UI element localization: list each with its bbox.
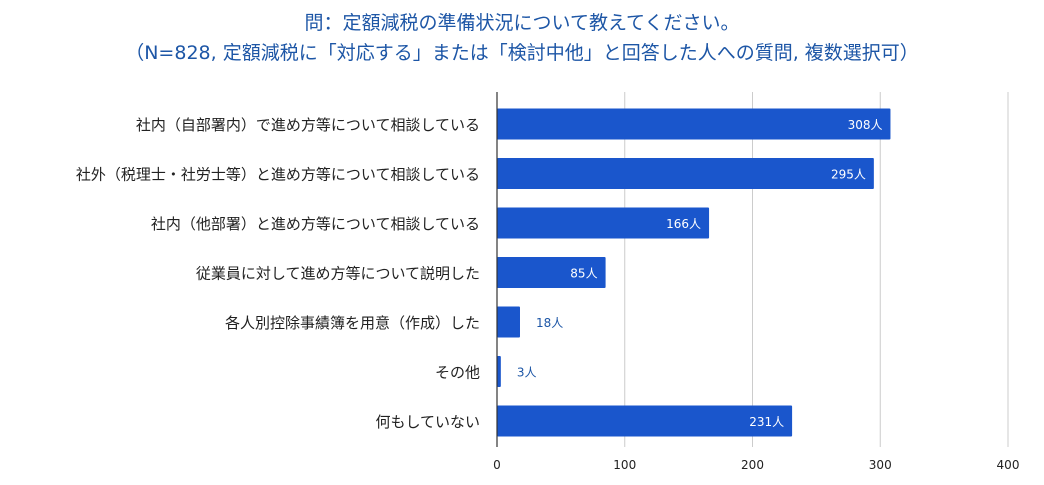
category-label: 社外（税理士・社労士等）と進め方等について相談している (76, 166, 480, 184)
x-tick-label: 400 (997, 458, 1020, 472)
bar (497, 257, 606, 288)
chart-title: 問：定額減税の準備状況について教えてください。 (304, 12, 740, 34)
bar (497, 158, 874, 189)
data-label: 231人 (749, 415, 784, 429)
bar (497, 207, 710, 239)
data-label: 166人 (666, 217, 701, 231)
data-label: 3人 (517, 366, 537, 380)
category-label: その他 (435, 364, 480, 382)
x-tick-label: 300 (869, 458, 892, 472)
bar (497, 405, 793, 437)
category-label: 社内（自部署内）で進め方等について相談している (136, 116, 480, 134)
data-label: 18人 (536, 316, 563, 330)
x-tick-label: 0 (493, 458, 501, 472)
data-label: 308人 (848, 118, 883, 132)
data-label: 85人 (570, 267, 597, 281)
bar (497, 356, 501, 387)
chart-subtitle: （N=828, 定額減税に「対応する」または「検討中他」と回答した人への質問, … (125, 42, 919, 64)
data-label: 295人 (831, 168, 866, 182)
category-label: 何もしていない (375, 413, 480, 431)
category-label: 社内（他部署）と進め方等について相談している (151, 215, 480, 233)
bar (497, 306, 520, 338)
category-label: 各人別控除事績簿を用意（作成）した (225, 314, 480, 332)
x-tick-label: 200 (741, 458, 764, 472)
category-label: 従業員に対して進め方等について説明した (196, 265, 480, 283)
x-tick-label: 100 (613, 458, 636, 472)
bar (497, 108, 891, 140)
